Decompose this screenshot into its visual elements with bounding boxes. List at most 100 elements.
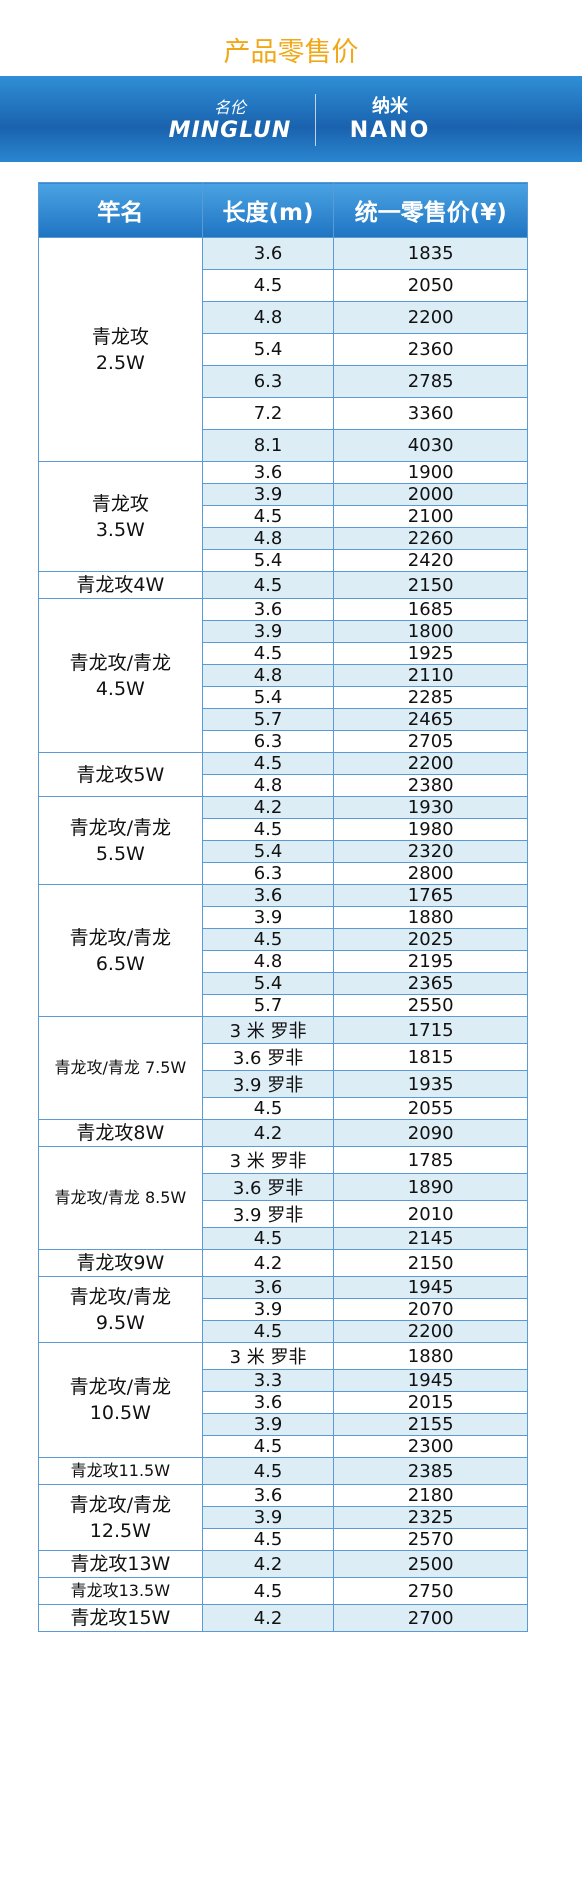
price-cell: 1930 — [333, 796, 528, 819]
price-cell: 2260 — [333, 527, 528, 550]
price-cell: 2010 — [333, 1200, 528, 1228]
rod-name: 青龙攻/青龙 4.5W — [38, 598, 203, 753]
rod-name-line: 12.5W — [89, 1519, 151, 1542]
price-cell: 2200 — [333, 301, 528, 334]
price-cell: 2155 — [333, 1413, 528, 1436]
price-cell: 1765 — [333, 884, 528, 907]
price-cell: 1715 — [333, 1016, 528, 1044]
price-cell: 1945 — [333, 1276, 528, 1299]
price-cell: 2090 — [333, 1119, 528, 1147]
column-header: 统一零售价(¥) — [333, 182, 528, 238]
price-cell: 2380 — [333, 774, 528, 797]
length-cell: 5.7 — [201, 708, 335, 731]
table-row: 4.8 2110 — [39, 664, 528, 687]
length-cell: 4.2 — [201, 1604, 335, 1632]
rod-name-line: 青龙攻/青龙 — [69, 1493, 172, 1516]
price-cell: 2570 — [333, 1528, 528, 1551]
rod-name-line: 青龙攻9W — [76, 1252, 165, 1274]
length-cell: 4.5 — [201, 505, 335, 528]
rod-name-line: 青龙攻/青龙 7.5W — [54, 1058, 187, 1077]
length-cell: 3.6 — [201, 1391, 335, 1414]
length-cell: 4.2 — [201, 1119, 335, 1147]
header-row: 竿名 长度(m) 统一零售价(¥) — [38, 182, 528, 238]
length-cell: 6.3 — [201, 730, 335, 753]
price-cell: 2365 — [333, 972, 528, 995]
table-row: 青龙攻11.5W 4.5 2385 — [38, 1457, 528, 1485]
length-cell: 4.5 — [201, 752, 335, 775]
rod-name: 青龙攻/青龙 6.5W — [38, 884, 203, 1017]
rod-name: 青龙攻15W — [38, 1604, 203, 1632]
page-title: 产品零售价 — [223, 37, 359, 68]
table-row: 青龙攻8W 4.2 2090 — [38, 1119, 528, 1147]
table-row: 3.6 2015 — [39, 1391, 528, 1414]
table-row: 青龙攻/青龙 6.5W 3.6 1765 — [38, 884, 528, 1017]
price-cell: 2070 — [333, 1298, 528, 1321]
table-row: 3.9 2000 — [39, 483, 528, 506]
rod-name: 青龙攻13W — [38, 1550, 203, 1578]
rod-name: 青龙攻/青龙 8.5W — [38, 1146, 203, 1250]
rod-name-line: 青龙攻/青龙 8.5W — [54, 1188, 187, 1207]
table-row: 青龙攻15W 4.2 2700 — [38, 1604, 528, 1632]
banner: 名伦 MINGLUN 纳米 NANO — [0, 76, 582, 162]
length-cell: 3.9 — [201, 1413, 335, 1436]
rod-name-line: 青龙攻13.5W — [70, 1581, 171, 1600]
table-row: 青龙攻/青龙 9.5W 3.6 1945 — [38, 1276, 528, 1343]
price-cell: 2055 — [333, 1097, 528, 1120]
rod-name: 青龙攻/青龙 5.5W — [38, 796, 203, 885]
price-cell: 1800 — [333, 620, 528, 643]
length-cell: 5.4 — [201, 686, 335, 709]
length-cell: 4.5 — [201, 1435, 335, 1458]
length-cell: 4.8 — [201, 664, 335, 687]
price-cell: 4030 — [333, 429, 528, 462]
length-cell: 3.9 — [201, 483, 335, 506]
table-row: 4.5 2570 — [39, 1528, 528, 1551]
length-cell: 4.5 — [201, 1227, 335, 1250]
table-row: 3.9 2325 — [39, 1506, 528, 1529]
table-row: 4.5 2300 — [39, 1435, 528, 1458]
rod-name-line: 2.5W — [95, 351, 145, 374]
price-cell: 1890 — [333, 1173, 528, 1201]
rod-name-line: 青龙攻8W — [76, 1122, 165, 1144]
price-cell: 2420 — [333, 549, 528, 572]
price-cell: 1815 — [333, 1043, 528, 1071]
length-cell: 6.3 — [201, 862, 335, 885]
rod-name: 青龙攻11.5W — [38, 1457, 203, 1485]
column-header: 竿名 — [38, 182, 203, 238]
table-row: 6.3 2705 — [39, 730, 528, 753]
length-cell: 3.9 — [201, 906, 335, 929]
table-row: 4.5 2200 — [39, 1320, 528, 1343]
price-cell: 1980 — [333, 818, 528, 841]
price-cell: 1900 — [333, 461, 528, 484]
length-cell: 5.4 — [201, 549, 335, 572]
length-cell: 3.6 — [201, 1484, 335, 1507]
table-row: 青龙攻13.5W 4.5 2750 — [38, 1577, 528, 1605]
price-cell: 2110 — [333, 664, 528, 687]
length-cell: 4.8 — [201, 950, 335, 973]
length-cell: 4.5 — [201, 269, 335, 302]
rod-name: 青龙攻 2.5W — [38, 237, 203, 462]
table-row: 5.4 2320 — [39, 840, 528, 863]
price-cell: 2300 — [333, 1435, 528, 1458]
length-cell: 4.5 — [201, 1457, 335, 1485]
rod-name-line: 青龙攻/青龙 — [69, 926, 172, 949]
length-cell: 3.6 — [201, 598, 335, 621]
price-cell: 2465 — [333, 708, 528, 731]
series-en: NANO — [349, 118, 431, 143]
separator — [315, 94, 316, 146]
rod-name-line: 青龙攻 — [91, 325, 149, 348]
table-row: 青龙攻13W 4.2 2500 — [38, 1550, 528, 1578]
table-row: 3.9 1880 — [39, 906, 528, 929]
length-cell: 5.4 — [201, 972, 335, 995]
price-cell: 2100 — [333, 505, 528, 528]
price-cell: 2700 — [333, 1604, 528, 1632]
price-cell: 2195 — [333, 950, 528, 973]
rod-name: 青龙攻/青龙 7.5W — [38, 1016, 203, 1120]
rod-name-line: 青龙攻5W — [76, 763, 165, 786]
rod-name-line: 青龙攻13W — [70, 1553, 171, 1575]
table-row: 4.5 2050 — [39, 269, 528, 302]
table-row: 3.6 罗非 1890 — [39, 1173, 528, 1201]
rod-name-line: 青龙攻11.5W — [70, 1461, 171, 1480]
rod-name-line: 青龙攻/青龙 — [69, 651, 172, 674]
length-cell: 3.6 — [201, 461, 335, 484]
